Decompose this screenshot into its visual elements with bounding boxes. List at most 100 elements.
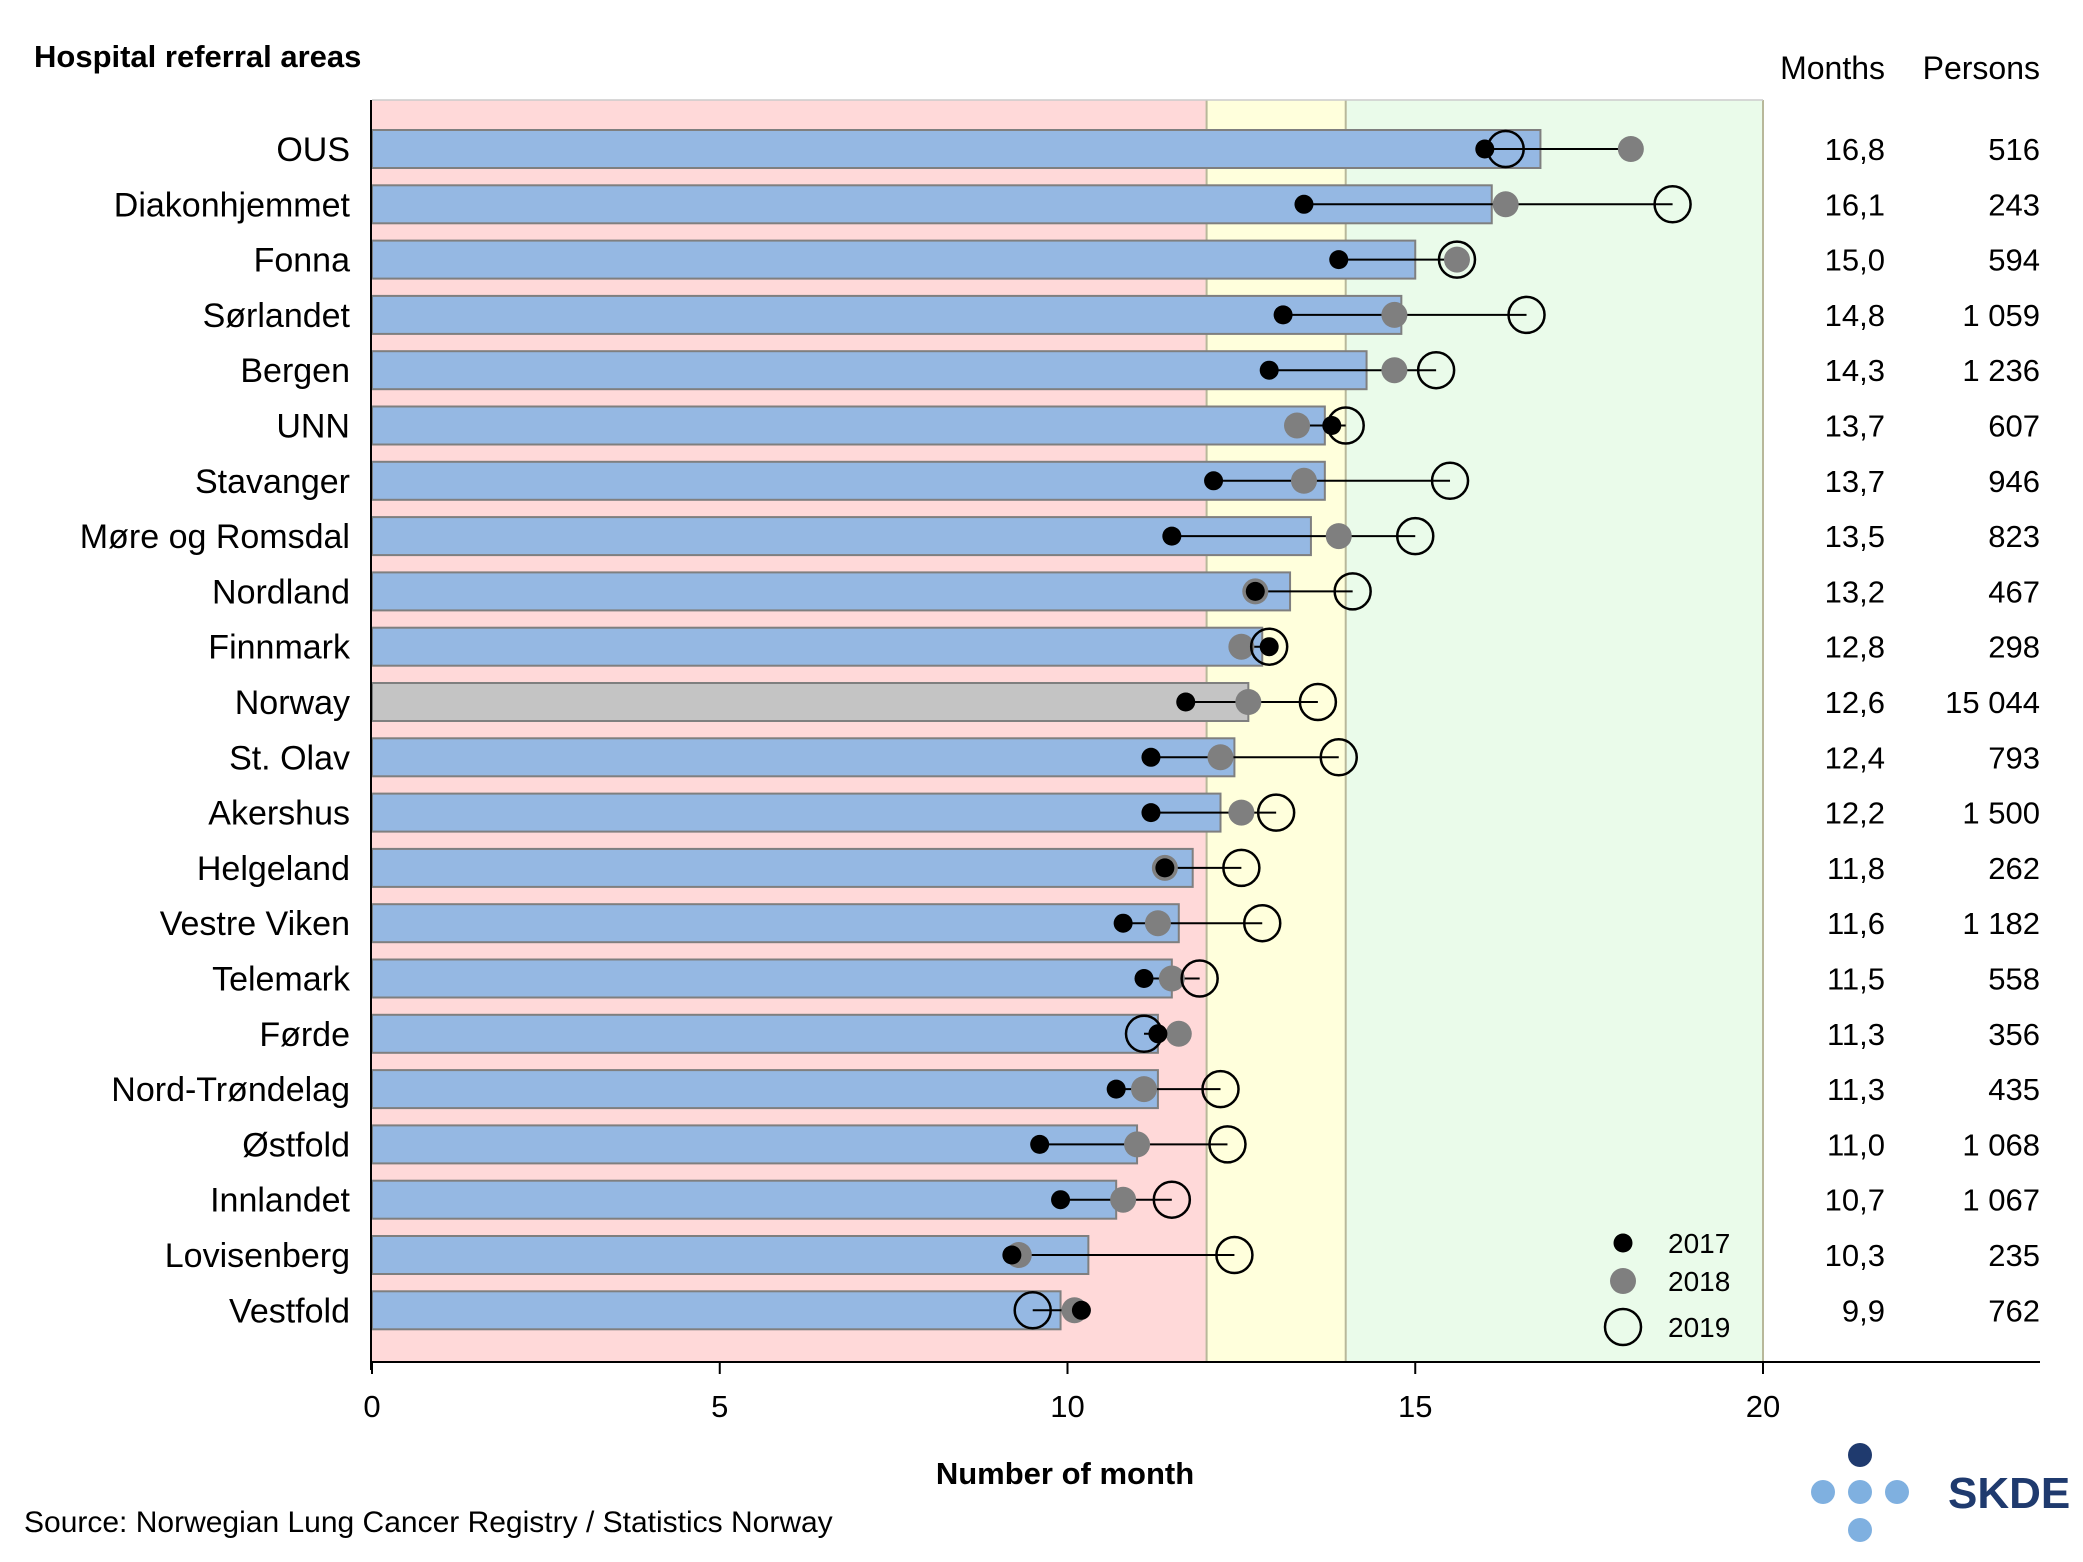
marker-2018-nord-trøndelag: [1131, 1076, 1158, 1103]
persons-value-vestfold: 762: [1988, 1293, 2040, 1328]
x-tick-label-5: 5: [711, 1389, 728, 1424]
category-label-fonna: Fonna: [254, 242, 350, 280]
bar-førde: [371, 1013, 1159, 1054]
marker-2019-st-olav: [1319, 738, 1358, 777]
persons-value-førde: 356: [1988, 1017, 2040, 1052]
x-axis-title: Number of month: [936, 1456, 1194, 1491]
marker-2018-førde: [1165, 1020, 1192, 1047]
category-label-ous: OUS: [276, 131, 350, 169]
bar-akershus: [371, 792, 1222, 833]
category-label-akershus: Akershus: [208, 795, 350, 833]
category-label-vestfold: Vestfold: [229, 1292, 350, 1330]
bar-fonna: [371, 239, 1417, 280]
bar-nord-trøndelag: [371, 1069, 1159, 1110]
persons-value-møre-og-romsdal: 823: [1988, 519, 2040, 554]
logo-dot-bottom: [1848, 1518, 1872, 1542]
category-label-st-olav: St. Olav: [229, 739, 350, 777]
months-value-vestre-viken: 11,6: [1827, 906, 1885, 941]
category-label-innlandet: Innlandet: [210, 1182, 350, 1220]
x-tick-label-10: 10: [1050, 1389, 1084, 1424]
marker-2019-sørlandet: [1507, 295, 1546, 335]
legend-marker-2019: [1603, 1307, 1643, 1347]
months-column-header: Months: [1780, 50, 1885, 86]
months-value-unn: 13,7: [1825, 409, 1885, 444]
marker-2018-norway: [1235, 689, 1262, 715]
marker-2019-finnmark: [1249, 627, 1289, 666]
persons-value-st-olav: 793: [1988, 740, 2040, 775]
bar-st-olav: [371, 737, 1236, 778]
marker-2019-møre-og-romsdal: [1396, 516, 1435, 556]
bar-nordland: [371, 571, 1292, 612]
category-label-østfold: Østfold: [242, 1126, 350, 1164]
value-table-layer: 16,8 516 16,1 243 15,0 594 14,8 1 059 14,3 1 236 1…: [1825, 132, 2040, 1328]
bar-telemark: [371, 958, 1173, 999]
category-label-vestre-viken: Vestre Viken: [160, 905, 350, 943]
marker-2017-nord-trøndelag: [1106, 1079, 1126, 1099]
category-label-sørlandet: Sørlandet: [203, 297, 351, 335]
marker-2019-diakonhjemmet: [1653, 185, 1692, 224]
bar-ous: [371, 129, 1542, 169]
marker-2018-møre-og-romsdal: [1325, 523, 1352, 550]
marker-2018-innlandet: [1110, 1186, 1137, 1213]
marker-2017-nordland: [1245, 581, 1265, 601]
marker-2017-innlandet: [1051, 1190, 1071, 1210]
marker-2019-stavanger: [1430, 461, 1470, 501]
logo-text: SKDE: [1948, 1469, 2070, 1518]
marker-2019-vestre-viken: [1242, 903, 1282, 943]
chart-title: Hospital referral areas: [34, 39, 361, 74]
marker-2017-finnmark: [1259, 637, 1279, 657]
background-bands: [372, 99, 1764, 1362]
marker-2019-bergen: [1416, 350, 1456, 390]
legend-marker-2017: [1613, 1233, 1633, 1253]
bar-finnmark: [371, 626, 1264, 667]
bar-unn: [371, 405, 1326, 446]
persons-value-akershus: 1 500: [1962, 796, 2040, 831]
marker-2019-telemark: [1180, 959, 1219, 998]
bar-norway: [371, 682, 1250, 722]
markers-layer: [1002, 129, 1692, 1330]
marker-2018-telemark: [1158, 965, 1185, 992]
x-tick-label-20: 20: [1746, 1389, 1780, 1424]
band-0: [372, 100, 1207, 1362]
logo-dot-left: [1811, 1480, 1835, 1504]
marker-2018-diakonhjemmet: [1492, 191, 1519, 218]
months-value-møre-og-romsdal: 13,5: [1825, 519, 1885, 554]
source-note: Source: Norwegian Lung Cancer Registry /…: [24, 1506, 833, 1539]
months-value-diakonhjemmet: 16,1: [1825, 187, 1885, 222]
marker-2017-østfold: [1030, 1134, 1050, 1154]
marker-2018-akershus: [1228, 799, 1255, 826]
months-value-finnmark: 12,8: [1825, 630, 1885, 665]
category-label-nord-trøndelag: Nord-Trøndelag: [111, 1071, 350, 1109]
marker-2019-vestfold: [1013, 1291, 1052, 1330]
marker-2017-vestre-viken: [1113, 913, 1133, 933]
category-label-møre-og-romsdal: Møre og Romsdal: [80, 518, 350, 556]
marker-2017-st-olav: [1141, 747, 1161, 767]
bar-stavanger: [371, 460, 1326, 501]
legend-marker-2018: [1610, 1268, 1636, 1294]
months-value-norway: 12,6: [1825, 685, 1885, 720]
marker-2018-østfold: [1124, 1131, 1151, 1158]
legend-label-2017: 2017: [1668, 1228, 1730, 1259]
months-value-førde: 11,3: [1827, 1017, 1885, 1052]
persons-value-stavanger: 946: [1988, 464, 2040, 499]
bars-layer: [371, 129, 1542, 1331]
persons-value-finnmark: 298: [1988, 630, 2040, 665]
legend-label-2019: 2019: [1668, 1312, 1730, 1343]
marker-2017-akershus: [1141, 803, 1161, 823]
marker-2019-norway: [1298, 682, 1338, 722]
months-value-østfold: 11,0: [1827, 1127, 1885, 1162]
persons-column-header: Persons: [1923, 50, 2040, 86]
marker-2018-unn: [1284, 412, 1311, 439]
marker-2017-fonna: [1329, 250, 1349, 270]
marker-2018-finnmark: [1228, 633, 1255, 660]
months-value-bergen: 14,3: [1825, 353, 1885, 388]
persons-value-østfold: 1 068: [1962, 1127, 2040, 1162]
marker-2017-helgeland: [1155, 858, 1175, 878]
category-labels-layer: OUS Diakonhjemmet Fonna Sørlandet Bergen UNN S…: [80, 131, 351, 1330]
months-value-helgeland: 11,8: [1827, 851, 1885, 886]
persons-value-fonna: 594: [1988, 243, 2040, 278]
marker-2017-stavanger: [1204, 471, 1224, 491]
logo-dot-right: [1885, 1480, 1909, 1504]
x-tick-label-15: 15: [1398, 1389, 1432, 1424]
category-label-helgeland: Helgeland: [197, 850, 350, 888]
